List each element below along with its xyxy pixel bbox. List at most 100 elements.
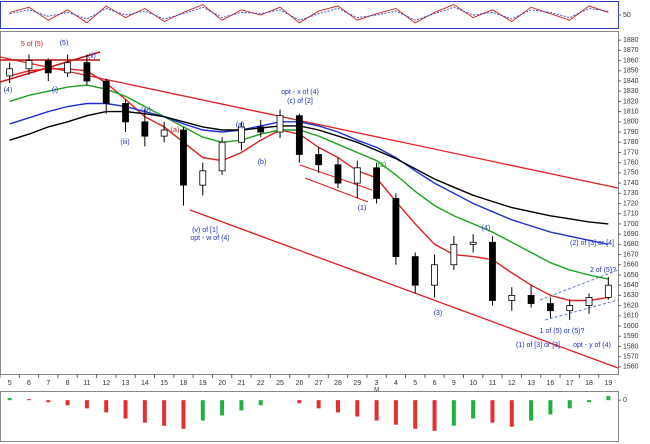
x-tick-label: 16 — [547, 380, 555, 387]
x-tick-label: 15 — [160, 380, 168, 387]
candle-body — [547, 303, 554, 312]
candle-body — [585, 297, 593, 306]
month-label: M — [374, 388, 379, 394]
wave-label: (3) — [434, 310, 443, 317]
y-tick-label: 1730 — [623, 190, 639, 197]
y-tick-label: 1780 — [623, 139, 639, 146]
dashed-channel-line — [539, 269, 619, 301]
x-tick-label: 13 — [527, 380, 535, 387]
wave-label: (2) — [378, 162, 387, 169]
histogram-bar — [509, 400, 514, 427]
y-tick-label: 1560 — [623, 364, 639, 371]
wave-label: (b) — [258, 159, 267, 166]
y-tick-label: 1790 — [623, 129, 639, 136]
candle-body — [44, 60, 52, 74]
candle-body — [353, 167, 361, 184]
candle-body — [25, 60, 33, 70]
x-tick-label: 14 — [141, 380, 149, 387]
x-tick-label: 13 — [122, 380, 130, 387]
y-tick-label: 1690 — [623, 231, 639, 238]
x-tick-label: 11 — [83, 380, 90, 387]
wave-label: opt - w of (4) — [190, 235, 229, 242]
y-tick-label: 1800 — [623, 119, 639, 126]
x-tick-label: 19 — [604, 380, 612, 387]
x-tick-label: 12 — [508, 380, 516, 387]
histogram-bar — [335, 400, 340, 413]
candle-body — [508, 294, 516, 301]
wave-label: (iii) — [120, 139, 129, 146]
histogram-bar — [84, 400, 89, 409]
wave-label: (a) — [171, 127, 180, 134]
histogram-bar — [46, 400, 51, 403]
x-tick-label: 4 — [394, 380, 398, 387]
moving-average — [9, 102, 609, 245]
candle-body — [604, 284, 612, 298]
y-tick-label: 1590 — [623, 333, 639, 340]
histogram-bar — [548, 400, 553, 415]
candle-body — [102, 80, 110, 104]
x-tick-label: 5 — [8, 380, 12, 387]
y-tick-label: 1820 — [623, 98, 639, 105]
x-tick-label: 5 — [413, 380, 417, 387]
candle-body — [238, 126, 245, 143]
x-tick-label: 6 — [27, 380, 31, 387]
candle-body — [83, 62, 91, 82]
histogram-bar — [606, 396, 611, 401]
y-tick-label: 1870 — [623, 47, 639, 54]
histogram-bar — [413, 400, 418, 429]
y-tick-label: 1850 — [623, 68, 639, 75]
x-tick-label: 11 — [489, 380, 496, 387]
histogram-bar — [490, 400, 495, 423]
x-tick-label: 3 — [375, 380, 379, 387]
y-tick-label: 50 — [623, 12, 631, 19]
moving-average — [9, 110, 609, 225]
x-tick-label: 6 — [433, 380, 437, 387]
upper-channel-line — [0, 56, 619, 189]
x-tick-label: 28 — [334, 380, 342, 387]
y-tick-label: 1740 — [623, 180, 639, 187]
wave-label: opt - x of (4) — [281, 89, 319, 96]
candle-body — [295, 115, 303, 155]
y-tick-label: 1840 — [623, 78, 639, 85]
wave-label: (5) — [60, 40, 69, 47]
candle-body — [527, 294, 535, 304]
x-tick-label: 27 — [315, 380, 323, 387]
histogram-bar — [355, 400, 360, 417]
candle-body — [218, 141, 226, 172]
wave-label: 2 of (5)? — [590, 267, 616, 274]
candle-body — [489, 241, 496, 301]
candle-body — [392, 198, 400, 257]
candle-body — [469, 241, 477, 245]
histogram-bar — [162, 400, 167, 426]
wave-label: (4) — [4, 87, 13, 94]
plot-layer: 5015601570158015901600161016201630164016… — [0, 4, 639, 431]
candle-body — [257, 126, 265, 133]
x-tick-label: 25 — [276, 380, 284, 387]
candle-body — [199, 170, 207, 186]
candle-body — [566, 305, 574, 312]
candle-body — [431, 264, 438, 286]
wave-label: 1 of (5) or (5)? — [540, 328, 585, 335]
candle-body — [122, 103, 129, 123]
histogram-bar — [471, 400, 476, 419]
x-tick-label: 20 — [218, 380, 226, 387]
histogram-bar — [7, 398, 12, 401]
histogram-bar — [451, 400, 456, 426]
wave-label: (c) of [2] — [287, 98, 313, 105]
x-tick-label: 18 — [585, 380, 593, 387]
candle-body — [450, 243, 458, 266]
histogram-bar — [65, 400, 70, 406]
histogram-bar — [393, 400, 398, 425]
x-tick-label: 12 — [102, 380, 110, 387]
x-tick-label: 17 — [566, 380, 574, 387]
histogram-bar — [587, 400, 592, 403]
histogram-bar — [297, 400, 302, 404]
wave-label: (v) of [1] — [192, 227, 218, 234]
oscillator-line — [9, 6, 609, 21]
y-tick-label: 1700 — [623, 221, 639, 228]
histogram-bar — [123, 400, 128, 419]
wave-label: (ii) — [88, 53, 96, 60]
wave-label: 5 of (5) — [21, 41, 43, 48]
